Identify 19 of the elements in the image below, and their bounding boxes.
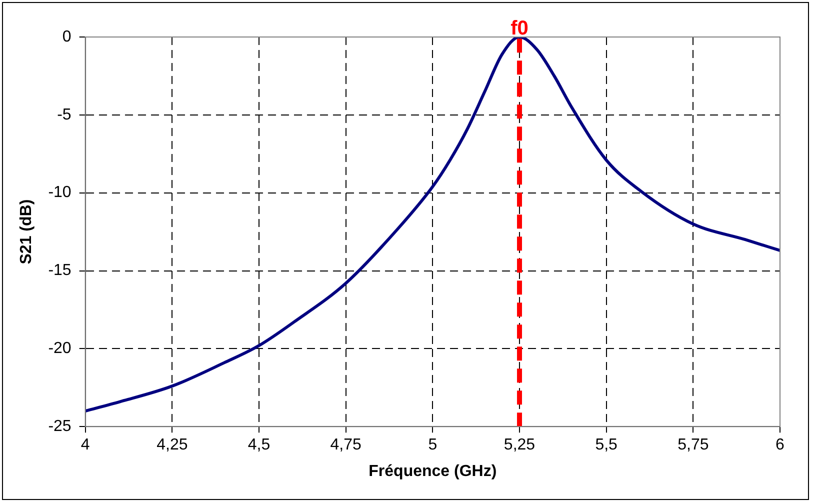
x-tick-label: 5,75 [678,436,709,454]
y-tick-label: -25 [48,418,72,436]
x-axis-title: Fréquence (GHz) [368,462,497,480]
y-tick-label: -5 [57,106,72,124]
x-tick-label: 4,75 [330,436,362,454]
x-tick-label: 4,5 [248,436,270,454]
x-tick-label: 5,25 [504,436,536,454]
ref-line-label: f0 [510,18,528,40]
line-series [85,37,780,413]
y-tick-label: -20 [48,340,72,358]
x-tick-label: 4 [80,436,90,454]
x-tick-label: 5 [428,436,438,454]
x-tick-label: 4,25 [156,436,188,454]
x-tick-label: 6 [776,436,785,454]
y-tick-label: 0 [62,28,72,46]
y-axis-title: S21 (dB) [18,199,36,264]
y-tick-label: -15 [48,262,72,280]
y-tick-label: -10 [48,184,72,202]
x-tick-label: 5,5 [595,436,618,454]
